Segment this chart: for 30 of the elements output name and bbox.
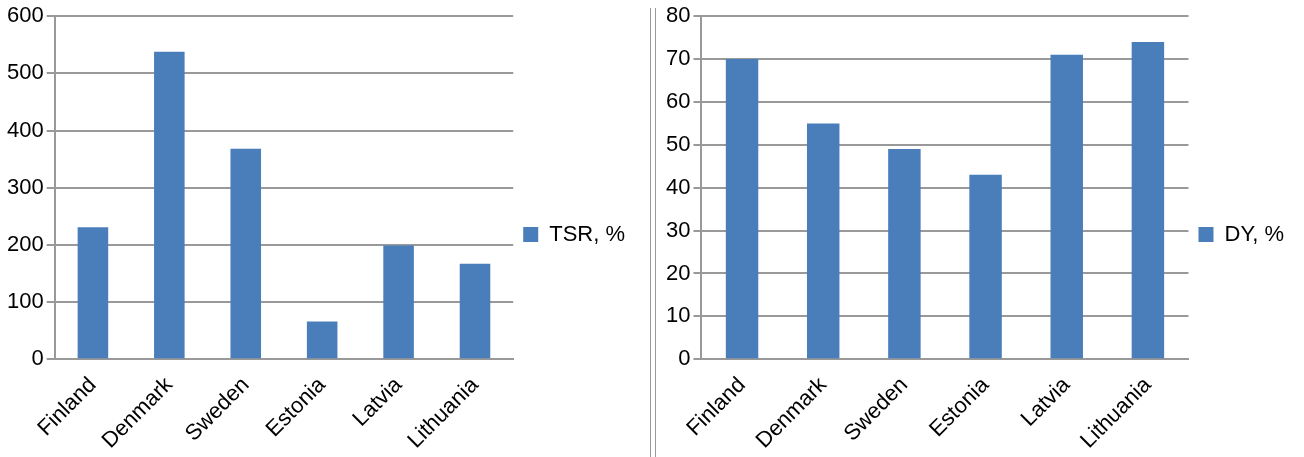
bar xyxy=(306,321,338,359)
bar xyxy=(459,263,491,359)
bar xyxy=(806,123,840,359)
bar xyxy=(230,148,262,359)
legend-label: TSR, % xyxy=(549,220,626,246)
y-tick-label: 300 xyxy=(6,173,44,199)
y-tick-label: 20 xyxy=(665,259,691,285)
y-tick-label: 80 xyxy=(665,2,691,28)
y-tick-label: 600 xyxy=(6,2,44,28)
y-tick-label: 0 xyxy=(678,345,691,371)
y-tick-label: 40 xyxy=(665,173,691,199)
bar xyxy=(1050,54,1083,359)
y-tick-label: 50 xyxy=(665,130,691,156)
bar xyxy=(77,227,109,359)
y-tick-label: 60 xyxy=(665,88,691,114)
bar xyxy=(154,51,185,359)
bar xyxy=(1131,41,1165,359)
bar xyxy=(969,174,1002,359)
y-tick-label: 0 xyxy=(31,345,44,371)
legend-label: DY, % xyxy=(1224,220,1284,246)
y-tick-label: 10 xyxy=(665,302,691,328)
bar xyxy=(725,59,759,359)
y-tick-label: 500 xyxy=(6,59,44,85)
y-tick-label: 70 xyxy=(665,45,691,71)
y-tick-label: 400 xyxy=(6,116,44,142)
y-tick-label: 100 xyxy=(6,288,44,314)
bar xyxy=(383,245,414,359)
y-tick-label: 30 xyxy=(665,216,691,242)
y-tick-label: 200 xyxy=(6,230,44,256)
bar xyxy=(888,149,921,359)
